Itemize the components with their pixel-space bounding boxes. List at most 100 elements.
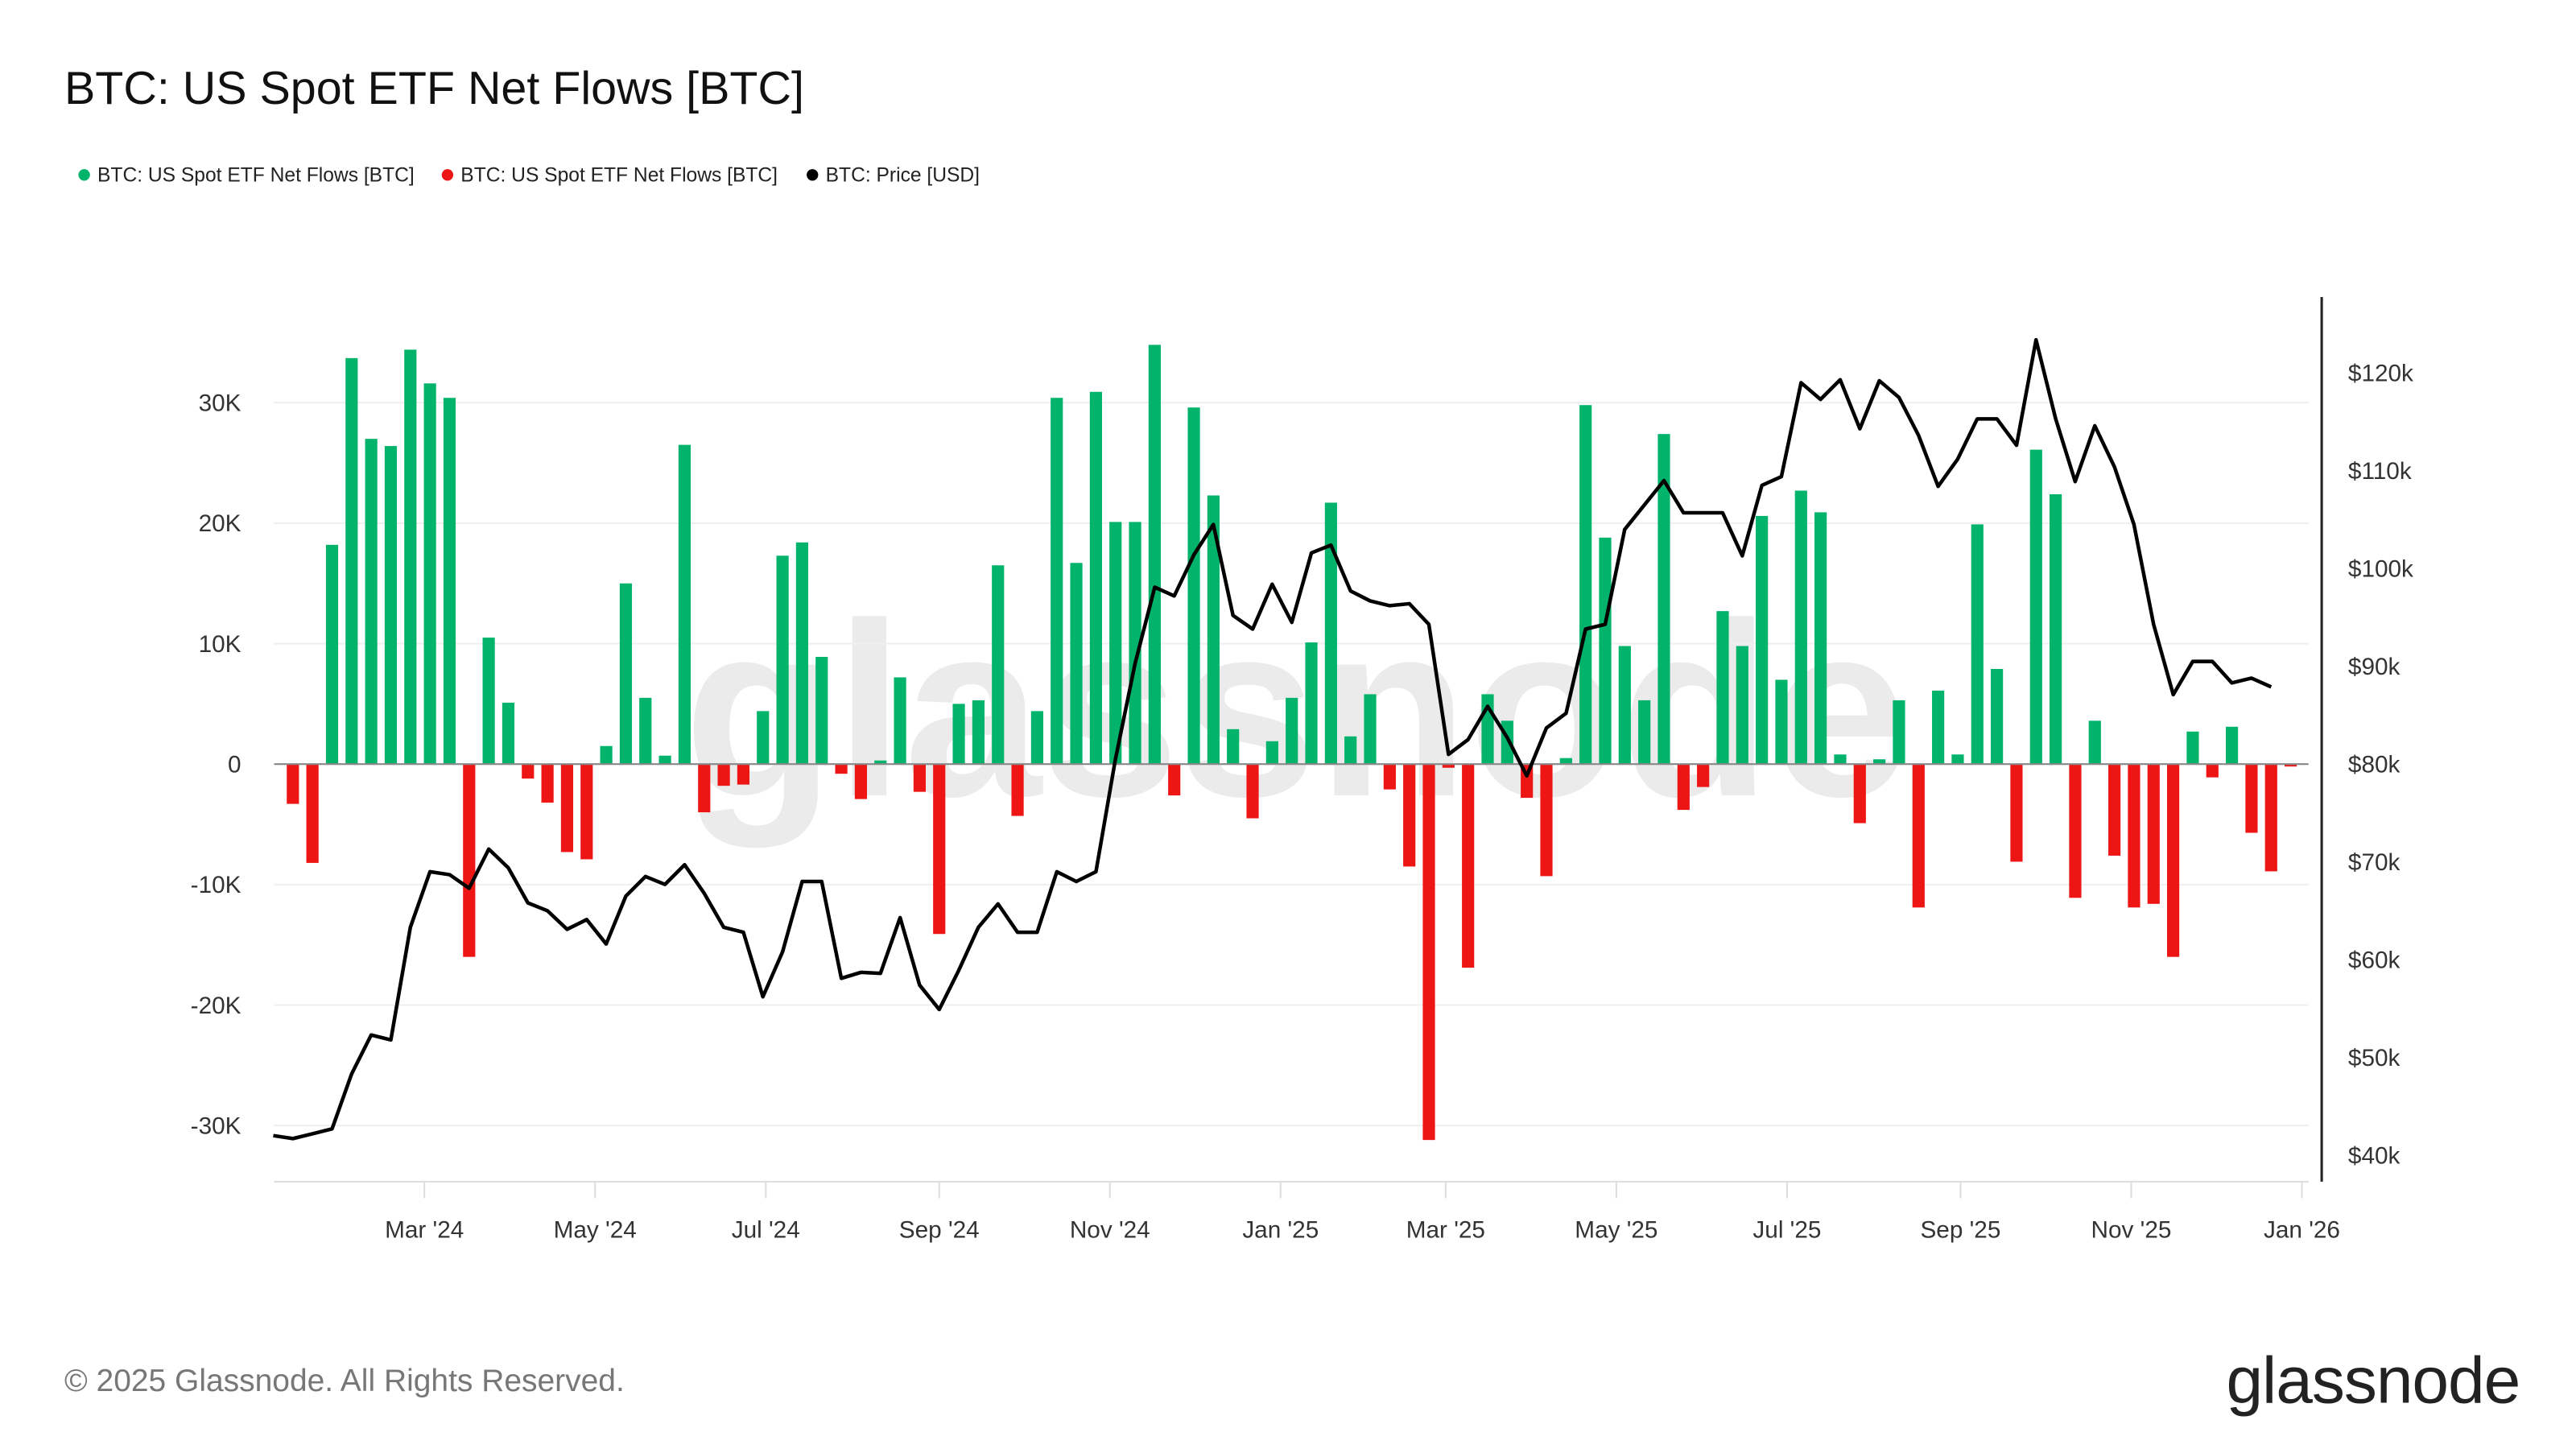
copyright: © 2025 Glassnode. All Rights Reserved. xyxy=(64,1364,625,1398)
inflow-bar xyxy=(619,583,633,765)
inflow-bar xyxy=(776,555,789,765)
outflow-bar xyxy=(1697,764,1710,787)
outflow-bar xyxy=(2069,764,2082,898)
inflow-bar xyxy=(1305,642,1318,765)
x-tick-label: Nov '25 xyxy=(2091,1217,2172,1244)
inflow-bar xyxy=(1618,646,1631,765)
x-tick-label: Jan '26 xyxy=(2264,1217,2340,1244)
price-series-line xyxy=(273,337,2273,1141)
x-tick-label: Mar '25 xyxy=(1406,1217,1485,1244)
right-axis-ticks: $120k $110k $100k $90k $80k $70k $60k $50k $40k xyxy=(2348,361,2413,1170)
x-tick-label: May '24 xyxy=(554,1217,637,1244)
glassnode-logo[interactable]: glassnode xyxy=(2226,1344,2520,1418)
inflow-bar xyxy=(1814,512,1827,765)
inflow-bar xyxy=(482,638,495,765)
inflow-bar xyxy=(423,383,436,765)
inflow-bar xyxy=(2186,731,2199,765)
outflow-bar xyxy=(1246,764,1259,819)
inflow-bar xyxy=(1207,495,1220,765)
inflow-bar xyxy=(2050,493,2062,765)
inflow-bar xyxy=(1579,405,1592,765)
inflow-bar xyxy=(1187,407,1200,765)
outflow-bar xyxy=(737,764,750,785)
inflow-bar xyxy=(2088,720,2101,765)
inflow-bar xyxy=(1030,711,1043,765)
outflow-bar xyxy=(698,764,711,813)
inflow-bar xyxy=(1893,700,1905,765)
inflow-bar xyxy=(1364,694,1377,765)
legend: BTC: US Spot ETF Net Flows [BTC] BTC: US… xyxy=(78,165,980,187)
inflow-bar xyxy=(345,357,358,765)
inflow-bar xyxy=(1834,754,1847,765)
inflow-bar xyxy=(1873,759,1886,765)
inflow-bar xyxy=(600,745,613,765)
inflow-bar xyxy=(1227,729,1240,765)
x-tick-label: Jul '25 xyxy=(1752,1217,1821,1244)
inflow-bar xyxy=(2226,726,2239,765)
inflow-bar xyxy=(1932,690,1945,765)
legend-dot-red xyxy=(441,169,454,181)
legend-dot-green xyxy=(78,169,90,181)
inflow-bar xyxy=(1971,524,1984,765)
legend-label: BTC: US Spot ETF Net Flows [BTC] xyxy=(97,165,415,187)
left-axis-ticks: 30K 20K 10K 0 -10K -20K -30K xyxy=(191,390,242,1139)
inflow-bar xyxy=(815,657,828,765)
legend-item-inflows[interactable]: BTC: US Spot ETF Net Flows [BTC] xyxy=(78,165,415,187)
inflow-bar xyxy=(1324,502,1337,765)
legend-label: BTC: US Spot ETF Net Flows [BTC] xyxy=(460,165,778,187)
left-tick-label: -30K xyxy=(191,1113,242,1139)
right-tick-label: $40k xyxy=(2348,1142,2401,1169)
inflow-bar xyxy=(404,349,417,765)
price-line xyxy=(273,337,2273,1141)
outflow-bar xyxy=(717,764,730,786)
right-tick-label: $100k xyxy=(2348,556,2413,583)
outflow-bar xyxy=(287,764,299,804)
x-tick-label: Jan '25 xyxy=(1242,1217,1319,1244)
outflow-bar xyxy=(835,764,848,774)
inflow-bar xyxy=(1089,391,1102,765)
x-tick-label: Mar '24 xyxy=(385,1217,464,1244)
right-tick-label: $70k xyxy=(2348,849,2401,876)
inflow-bar xyxy=(1344,736,1357,765)
legend-item-price[interactable]: BTC: Price [USD] xyxy=(807,165,980,187)
inflow-bar xyxy=(365,439,378,765)
outflow-bar xyxy=(1383,764,1396,790)
inflow-bar xyxy=(952,704,965,765)
right-tick-label: $90k xyxy=(2348,654,2401,680)
left-tick-label: -10K xyxy=(191,872,242,898)
outflow-bar xyxy=(522,764,535,779)
x-tick-label: Sep '25 xyxy=(1920,1217,2000,1244)
inflow-bar xyxy=(1286,697,1298,765)
inflow-bar xyxy=(1265,741,1278,765)
outflow-bar xyxy=(854,764,868,799)
legend-item-outflows[interactable]: BTC: US Spot ETF Net Flows [BTC] xyxy=(441,165,778,187)
outflow-bar xyxy=(1442,764,1455,768)
outflow-bar xyxy=(2167,764,2180,957)
inflow-bar xyxy=(1559,758,1572,765)
inflow-bar xyxy=(1070,563,1083,765)
outflow-bar xyxy=(1462,764,1475,968)
inflow-bar xyxy=(639,697,652,765)
outflow-bar xyxy=(2128,764,2140,908)
inflow-bar xyxy=(1051,398,1063,765)
x-tick-label: May '25 xyxy=(1575,1217,1657,1244)
outflow-bar xyxy=(2010,764,2023,862)
inflow-bar xyxy=(972,700,985,765)
outflow-bar xyxy=(2147,764,2160,904)
left-tick-label: 10K xyxy=(199,631,242,658)
outflow-bar xyxy=(541,764,554,803)
left-tick-label: 20K xyxy=(199,510,242,537)
left-tick-label: 30K xyxy=(199,390,242,416)
outflow-bar xyxy=(560,764,574,852)
inflow-bar xyxy=(678,444,691,765)
right-tick-label: $60k xyxy=(2348,947,2401,973)
inflow-bar xyxy=(1794,490,1807,765)
left-tick-label: 0 xyxy=(228,751,242,778)
outflow-bar xyxy=(1853,764,1866,824)
outflow-bar xyxy=(913,764,926,792)
flow-bars xyxy=(287,345,2297,1141)
inflow-bar xyxy=(1129,522,1141,765)
legend-dot-black xyxy=(807,169,819,181)
inflow-bar xyxy=(894,677,906,765)
